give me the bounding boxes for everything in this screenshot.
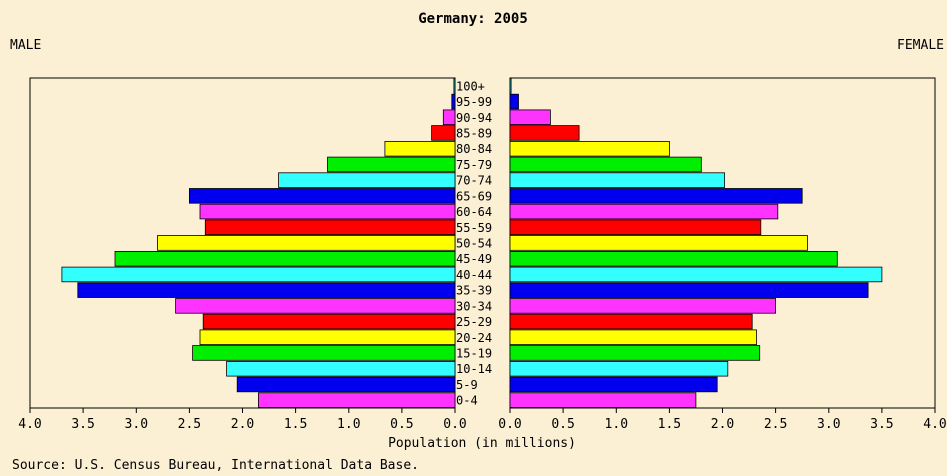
age-label: 15-19 (456, 347, 492, 361)
female-bar-70-74 (509, 172, 726, 188)
x-tick-label: 0.0 (443, 417, 466, 432)
male-bar-15-19 (192, 345, 456, 361)
male-bar-80-84 (384, 140, 456, 157)
x-tick-label: 3.5 (71, 417, 94, 432)
x-tick-label: 3.0 (817, 417, 840, 432)
female-bar-60-64 (509, 203, 779, 220)
male-bar-55-59 (204, 219, 456, 235)
chart-title: Germany: 2005 (418, 11, 528, 27)
male-bar-30-34 (175, 298, 456, 314)
female-bar-65-69 (509, 188, 803, 204)
age-label: 75-79 (456, 158, 492, 172)
male-bar-10-14 (226, 360, 456, 377)
x-axis-ticks: 4.0 3.5 3.0 2.5 2.0 1.5 1.0 0.5 0.0 0.0 0.5 1.0 1.5 2… (18, 408, 947, 432)
age-label: 70-74 (456, 174, 492, 188)
age-label: 40-44 (456, 268, 492, 282)
age-label: 65-69 (456, 189, 492, 203)
age-label: 50-54 (456, 237, 492, 251)
female-label: FEMALE (897, 38, 944, 53)
age-label: 25-29 (456, 315, 492, 329)
male-bar-100+ (453, 78, 456, 94)
female-bar-90-94 (509, 109, 551, 126)
male-bar-90-94 (442, 109, 456, 126)
source-note: Source: U.S. Census Bureau, Internationa… (12, 458, 419, 473)
age-label: 35-39 (456, 284, 492, 298)
x-tick-label: 4.0 (923, 417, 946, 432)
age-label: 60-64 (456, 205, 492, 219)
female-bar-75-79 (509, 156, 702, 173)
male-bar-85-89 (431, 125, 456, 141)
age-label: 10-14 (456, 362, 492, 376)
x-tick-label: 1.5 (658, 417, 681, 432)
male-bar-35-39 (77, 282, 456, 298)
x-tick-label: 1.5 (284, 417, 307, 432)
female-bar-55-59 (509, 219, 762, 235)
age-label: 55-59 (456, 221, 492, 235)
age-label: 5-9 (456, 378, 478, 392)
male-bar-95-99 (451, 93, 456, 110)
male-bar-45-49 (114, 250, 456, 267)
male-bar-40-44 (61, 266, 456, 283)
x-tick-label: 4.0 (18, 417, 41, 432)
age-label: 90-94 (456, 111, 492, 125)
male-bar-20-24 (199, 329, 456, 345)
male-bar-0-4 (257, 392, 456, 408)
x-tick-label: 1.0 (337, 417, 360, 432)
female-bar-80-84 (509, 140, 670, 157)
x-tick-label: 0.5 (551, 417, 574, 432)
x-tick-label: 0.5 (390, 417, 413, 432)
female-bar-25-29 (509, 313, 753, 330)
x-tick-label: 1.0 (605, 417, 628, 432)
male-label: MALE (10, 38, 41, 53)
male-bar-50-54 (157, 235, 456, 251)
female-bar-85-89 (509, 125, 580, 141)
female-bar-5-9 (509, 376, 718, 393)
age-label: 45-49 (456, 252, 492, 266)
female-bar-15-19 (509, 345, 761, 361)
age-label: 100+ (456, 79, 485, 93)
female-bar-100+ (509, 78, 512, 94)
male-bar-60-64 (199, 203, 456, 220)
x-axis-label: Population (in millions) (388, 436, 576, 451)
age-label: 95-99 (456, 95, 492, 109)
female-bar-45-49 (509, 250, 838, 267)
age-label: 0-4 (456, 394, 478, 408)
male-bar-25-29 (202, 313, 456, 330)
x-tick-label: 2.0 (711, 417, 734, 432)
x-tick-label: 2.5 (764, 417, 787, 432)
age-label: 30-34 (456, 299, 492, 313)
female-bar-50-54 (509, 235, 808, 251)
x-tick-label: 0.0 (498, 417, 521, 432)
female-bar-30-34 (509, 298, 777, 314)
age-label: 20-24 (456, 331, 492, 345)
male-bars (61, 78, 456, 408)
male-bar-65-69 (188, 188, 456, 204)
male-bar-75-79 (327, 156, 456, 173)
x-tick-label: 3.5 (870, 417, 893, 432)
x-tick-label: 2.5 (178, 417, 201, 432)
age-label: 85-89 (456, 127, 492, 141)
female-bar-10-14 (509, 360, 729, 377)
female-bar-35-39 (509, 282, 869, 298)
x-tick-label: 3.0 (125, 417, 148, 432)
female-bar-20-24 (509, 329, 757, 345)
female-bar-95-99 (509, 93, 519, 110)
female-bar-40-44 (509, 266, 883, 283)
female-bars (509, 78, 883, 408)
age-label: 80-84 (456, 142, 492, 156)
x-tick-label: 2.0 (231, 417, 254, 432)
male-bar-70-74 (278, 172, 456, 188)
male-bar-5-9 (236, 376, 456, 393)
female-bar-0-4 (509, 392, 697, 408)
